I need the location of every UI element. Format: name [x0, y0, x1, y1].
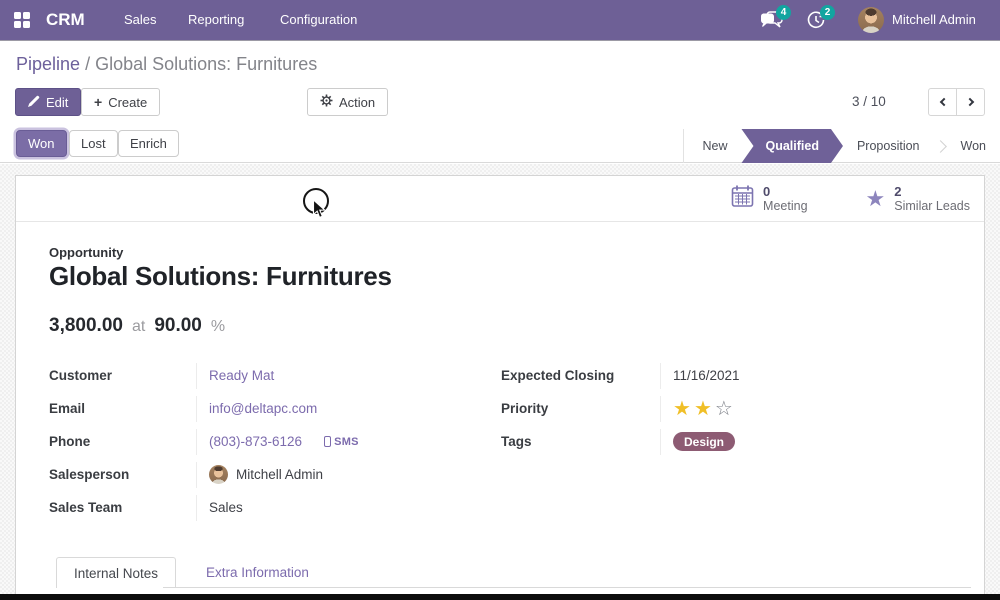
field-row-priority: Priority ★ ★ ☆ — [501, 392, 951, 425]
field-row-customer: Customer Ready Mat — [49, 359, 469, 392]
chevron-right-icon — [965, 97, 974, 107]
menu-configuration[interactable]: Configuration — [280, 12, 358, 27]
action-button[interactable]: Action — [307, 88, 389, 116]
similar-leads-label: Similar Leads — [894, 198, 970, 213]
customer-value-link[interactable]: Ready Mat — [209, 368, 275, 383]
field-row-salesperson: Salesperson Mitchell Admin — [49, 458, 469, 491]
breadcrumb-separator: / — [85, 54, 91, 74]
calendar-icon — [731, 184, 754, 213]
salesperson-value[interactable]: Mitchell Admin — [236, 467, 324, 482]
sms-label: SMS — [334, 435, 359, 448]
stat-button-row: 0 Meeting ★ 2 Similar Leads — [16, 176, 984, 222]
field-group-right: Expected Closing 11/16/2021 Priority ★ ★… — [501, 359, 951, 458]
stage-won[interactable]: Won — [960, 139, 986, 153]
phone-value-link[interactable]: (803)-873-6126 — [209, 434, 303, 449]
tag-design-badge[interactable]: Design — [673, 432, 736, 451]
stage-qualified-active[interactable]: Qualified — [741, 129, 842, 163]
expected-closing-label: Expected Closing — [501, 368, 615, 383]
email-value-link[interactable]: info@deltapc.com — [209, 401, 318, 416]
menu-sales[interactable]: Sales — [124, 12, 157, 27]
field-row-phone: Phone (803)-873-6126 SMS — [49, 425, 469, 458]
won-button[interactable]: Won — [16, 130, 67, 157]
edit-button-label: Edit — [46, 94, 69, 110]
apps-grid-icon[interactable] — [14, 12, 30, 28]
expected-revenue-row: 3,800.00 at 90.00 % — [49, 315, 225, 337]
breadcrumb: Pipeline / Global Solutions: Furnitures — [16, 54, 317, 75]
content-area: 0 Meeting ★ 2 Similar Leads — [0, 164, 1000, 600]
stage-new[interactable]: New — [702, 139, 728, 153]
meeting-label: Meeting — [763, 198, 808, 213]
meeting-count: 0 — [763, 183, 771, 199]
salesperson-avatar — [209, 465, 228, 484]
tab-underline — [163, 587, 971, 588]
field-row-expected-closing: Expected Closing 11/16/2021 — [501, 359, 951, 392]
field-row-tags: Tags Design — [501, 425, 951, 458]
pager-next-button[interactable] — [956, 88, 985, 116]
priority-star-1-icon[interactable]: ★ — [673, 397, 691, 420]
pager-previous-button[interactable] — [928, 88, 957, 116]
priority-star-2-icon[interactable]: ★ — [693, 397, 712, 420]
lost-button[interactable]: Lost — [69, 130, 118, 157]
app-name[interactable]: CRM — [46, 10, 85, 29]
sales-team-value[interactable]: Sales — [209, 500, 243, 515]
percent-sign: % — [210, 318, 226, 335]
menu-reporting[interactable]: Reporting — [188, 12, 245, 27]
action-button-label: Action — [339, 94, 376, 110]
field-row-sales-team: Sales Team Sales — [49, 491, 469, 524]
similar-leads-count: 2 — [894, 183, 902, 199]
window-bottom-edge — [0, 594, 1000, 600]
email-label: Email — [49, 401, 86, 416]
pencil-icon — [28, 95, 40, 110]
edit-button[interactable]: Edit — [15, 88, 82, 116]
sales-team-label: Sales Team — [49, 500, 123, 515]
enrich-button[interactable]: Enrich — [118, 130, 179, 157]
breadcrumb-pipeline-link[interactable]: Pipeline — [16, 54, 81, 74]
expected-closing-value[interactable]: 11/16/2021 — [673, 368, 740, 383]
field-group-left: Customer Ready Mat Email info@deltapc.co… — [49, 359, 469, 524]
gear-icon — [320, 94, 333, 110]
record-type-label: Opportunity — [49, 245, 124, 260]
user-avatar[interactable] — [858, 7, 884, 33]
opportunity-title: Global Solutions: Furnitures — [49, 261, 392, 291]
mouse-cursor-icon — [312, 198, 327, 225]
salesperson-label: Salesperson — [49, 467, 130, 482]
stage-proposition[interactable]: Proposition — [856, 139, 920, 153]
phone-label: Phone — [49, 434, 91, 449]
user-name[interactable]: Mitchell Admin — [892, 12, 976, 27]
breadcrumb-current: Global Solutions: Furnitures — [95, 54, 318, 74]
create-button-label: Create — [108, 94, 148, 110]
priority-label: Priority — [501, 401, 549, 416]
plus-icon: + — [94, 94, 103, 110]
tab-extra-information[interactable]: Extra Information — [206, 565, 309, 580]
control-panel: Pipeline / Global Solutions: Furnitures … — [0, 40, 1000, 163]
expected-revenue-value: 3,800.00 — [49, 315, 123, 336]
top-navbar: CRM Sales Reporting Configuration 4 2 Mi… — [0, 0, 1000, 40]
stage-statusbar: New Qualified Proposition Won — [683, 129, 1000, 163]
chevron-left-icon — [939, 97, 948, 107]
activities-count-badge: 2 — [820, 5, 835, 20]
notebook-tabs: Internal Notes Extra Information — [56, 557, 326, 588]
customer-label: Customer — [49, 368, 113, 383]
messages-count-badge: 4 — [776, 5, 791, 20]
stage-separator-chevron — [933, 139, 947, 153]
opportunity-form-card: 0 Meeting ★ 2 Similar Leads — [15, 175, 985, 599]
meeting-stat-button[interactable]: 0 Meeting — [731, 183, 808, 214]
at-word: at — [131, 318, 146, 335]
probability-value: 90.00 — [154, 315, 202, 336]
priority-star-3-icon[interactable]: ☆ — [714, 397, 733, 420]
sms-button[interactable]: SMS — [324, 436, 359, 448]
tab-internal-notes[interactable]: Internal Notes — [56, 557, 177, 588]
star-icon: ★ — [865, 185, 886, 211]
mobile-phone-icon — [324, 436, 332, 447]
pager — [928, 88, 985, 116]
pager-indicator: 3 / 10 — [852, 94, 886, 109]
similar-leads-stat-button[interactable]: ★ 2 Similar Leads — [866, 184, 970, 214]
tags-label: Tags — [501, 434, 532, 449]
field-row-email: Email info@deltapc.com — [49, 392, 469, 425]
create-button[interactable]: + Create — [81, 88, 161, 116]
